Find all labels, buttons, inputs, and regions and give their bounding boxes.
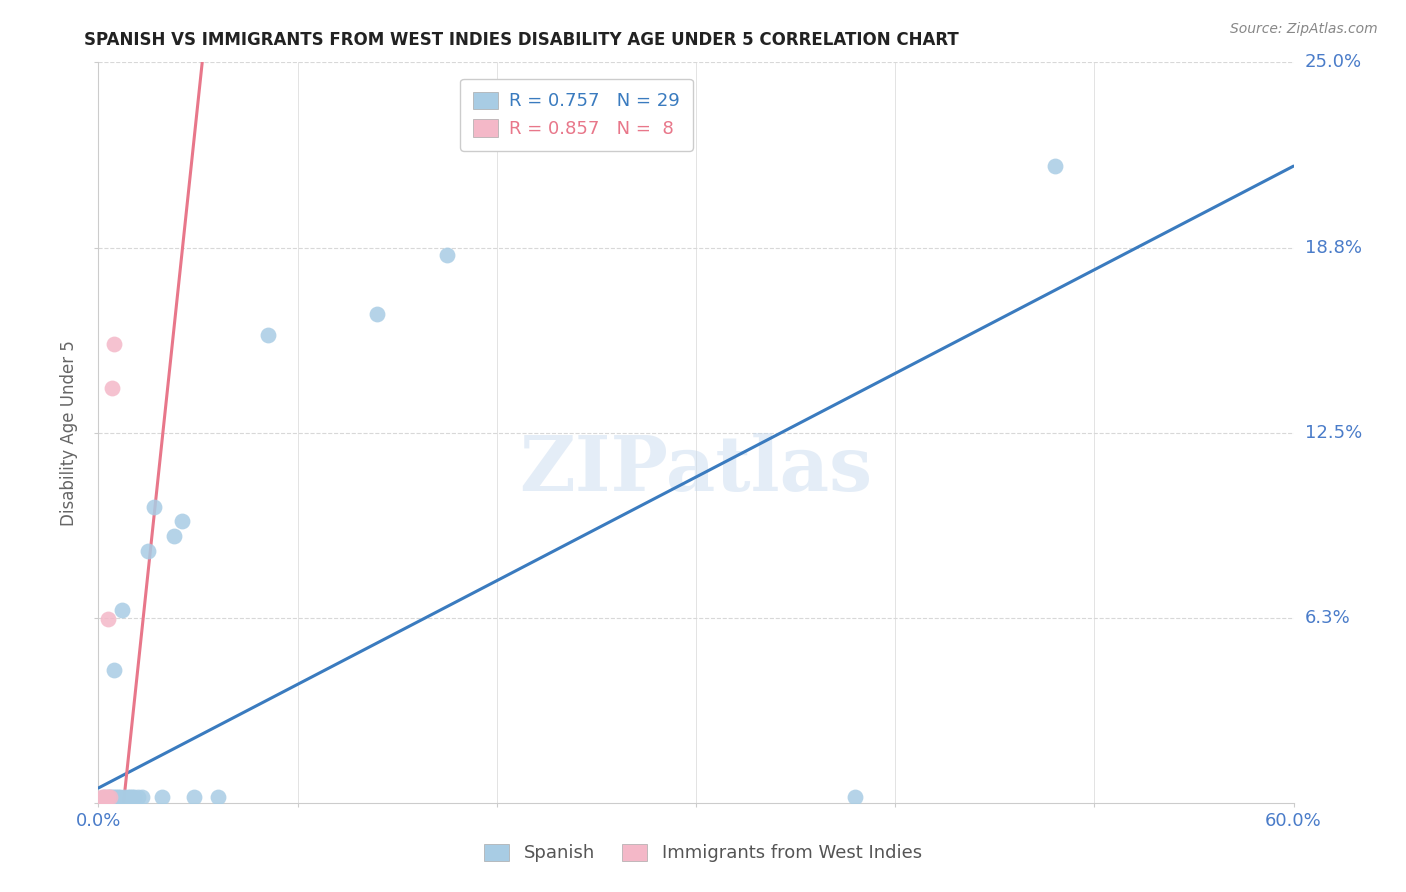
- Point: [96, 789, 118, 804]
- Text: ZIPatlas: ZIPatlas: [519, 433, 873, 507]
- Point: [97, 612, 120, 626]
- Point: [111, 603, 134, 617]
- Text: SPANISH VS IMMIGRANTS FROM WEST INDIES DISABILITY AGE UNDER 5 CORRELATION CHART: SPANISH VS IMMIGRANTS FROM WEST INDIES D…: [84, 31, 959, 49]
- Text: 12.5%: 12.5%: [1305, 424, 1362, 442]
- Legend: Spanish, Immigrants from West Indies: Spanish, Immigrants from West Indies: [477, 837, 929, 870]
- Text: 18.8%: 18.8%: [1305, 238, 1361, 257]
- Point: [101, 381, 124, 395]
- Point: [121, 789, 143, 804]
- Point: [107, 789, 129, 804]
- Point: [150, 789, 173, 804]
- Point: [93, 789, 115, 804]
- Point: [366, 307, 388, 321]
- Point: [436, 248, 458, 262]
- Point: [136, 544, 159, 558]
- Point: [98, 789, 122, 804]
- Point: [256, 327, 278, 342]
- Point: [183, 789, 205, 804]
- Text: 6.3%: 6.3%: [1305, 608, 1350, 627]
- Text: Source: ZipAtlas.com: Source: ZipAtlas.com: [1230, 22, 1378, 37]
- Point: [117, 789, 139, 804]
- Point: [127, 789, 149, 804]
- Point: [93, 789, 115, 804]
- Point: [844, 789, 866, 804]
- Point: [207, 789, 229, 804]
- Point: [1043, 159, 1066, 173]
- Point: [163, 529, 186, 543]
- Point: [101, 789, 124, 804]
- Point: [97, 789, 120, 804]
- Point: [143, 500, 166, 514]
- Point: [131, 789, 153, 804]
- Point: [98, 789, 122, 804]
- Point: [105, 789, 128, 804]
- Point: [103, 336, 125, 351]
- Point: [172, 515, 194, 529]
- Point: [112, 789, 135, 804]
- Point: [103, 663, 125, 677]
- Y-axis label: Disability Age Under 5: Disability Age Under 5: [60, 340, 79, 525]
- Point: [97, 789, 120, 804]
- Point: [120, 789, 142, 804]
- Point: [110, 789, 132, 804]
- Legend: R = 0.757   N = 29, R = 0.857   N =  8: R = 0.757 N = 29, R = 0.857 N = 8: [460, 78, 693, 151]
- Point: [103, 789, 125, 804]
- Point: [91, 789, 114, 804]
- Point: [124, 789, 146, 804]
- Text: 25.0%: 25.0%: [1305, 54, 1362, 71]
